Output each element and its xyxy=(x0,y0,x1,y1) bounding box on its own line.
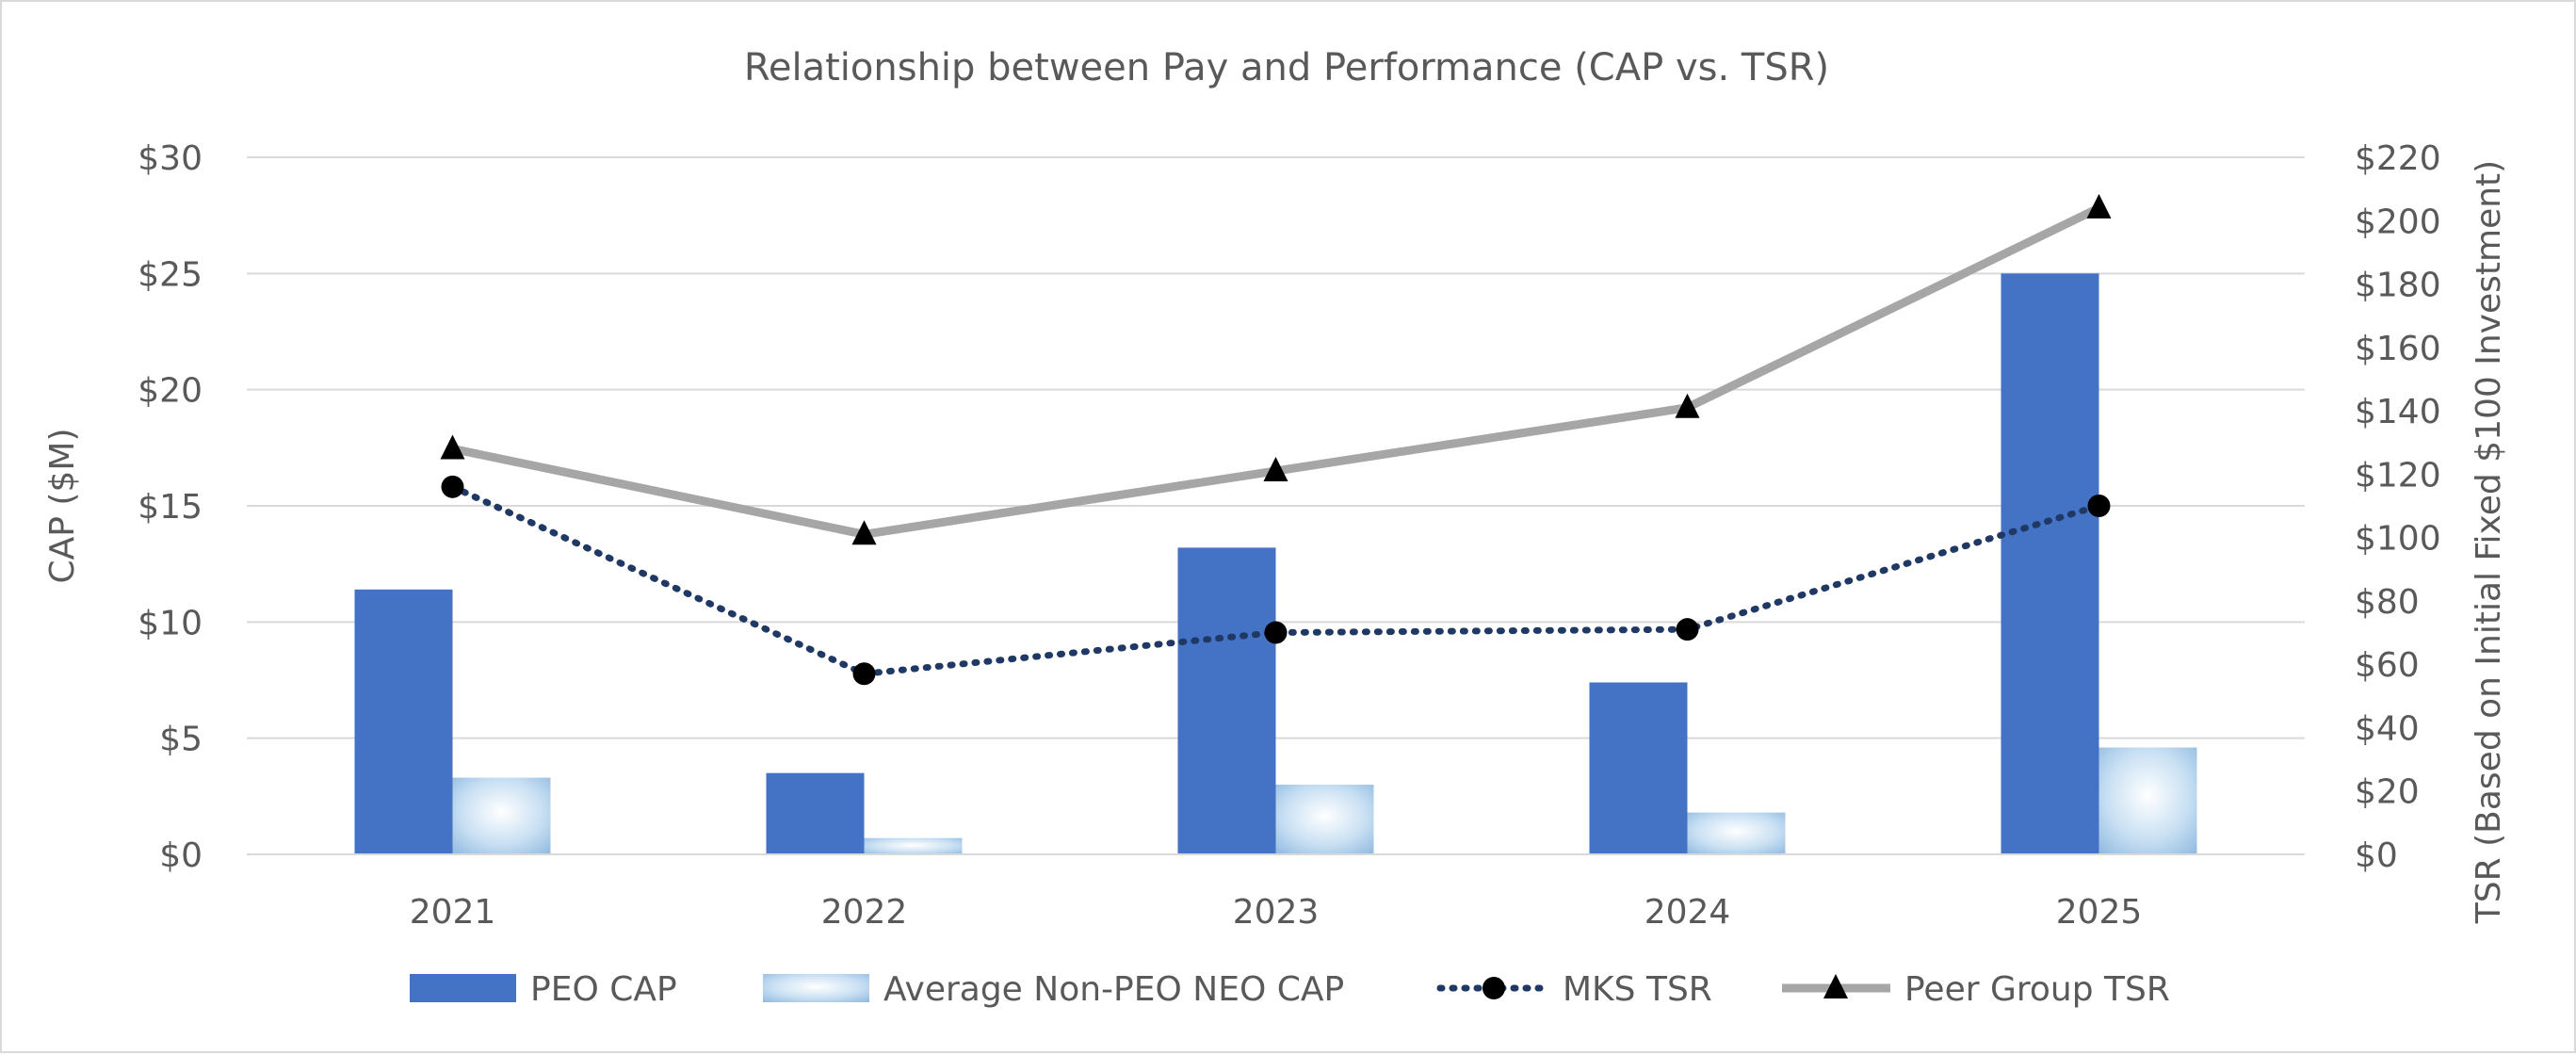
y-tick-label: $25 xyxy=(138,255,203,294)
axes: $0 $5 $10 $15 $20 $25 $30 $0 $20 $40 $60 $80 $100 $12… xyxy=(138,139,2440,932)
legend-neo-cap-label: Average Non-PEO NEO CAP xyxy=(883,970,1344,1009)
peer-group-tsr-line xyxy=(448,203,2103,539)
y-tick-label: $10 xyxy=(138,604,203,642)
peo-cap-bar xyxy=(766,772,865,854)
mks-tsr-marker xyxy=(852,662,876,686)
y-axis-label: CAP ($M) xyxy=(43,429,82,584)
peo-cap-bar xyxy=(2001,273,2099,854)
legend-peo-cap: PEO CAP xyxy=(410,970,677,1009)
y2-tick-label: $40 xyxy=(2355,709,2420,748)
neo-cap-bar xyxy=(2098,747,2197,854)
peer-group-tsr-marker xyxy=(851,520,877,545)
y2-tick-label: $140 xyxy=(2355,393,2441,431)
legend-peer-group-tsr-marker xyxy=(1823,974,1848,998)
mks-tsr-marker xyxy=(441,475,464,498)
peer-group-tsr-marker xyxy=(440,434,465,460)
y2-tick-label: $220 xyxy=(2355,139,2441,178)
y-tick-label: $0 xyxy=(159,836,203,875)
y-tick-label: $15 xyxy=(138,488,203,527)
y-tick-label: $30 xyxy=(138,139,203,178)
legend-peer-group-tsr-label: Peer Group TSR xyxy=(1904,970,2170,1009)
y-tick-label: $5 xyxy=(159,721,203,759)
y2-tick-label: $200 xyxy=(2355,203,2441,241)
y-tick-label: $20 xyxy=(138,372,203,411)
legend-neo-cap: Average Non-PEO NEO CAP xyxy=(763,970,1344,1009)
y2-tick-label: $100 xyxy=(2355,520,2441,559)
y2-tick-label: $160 xyxy=(2355,330,2441,368)
neo-cap-bar xyxy=(452,777,551,854)
legend-mks-tsr-marker xyxy=(1482,977,1505,999)
lines xyxy=(440,193,2112,686)
neo-cap-bar xyxy=(1687,812,1786,854)
legend-mks-tsr-label: MKS TSR xyxy=(1563,970,1712,1009)
peer-group-tsr-marker xyxy=(1675,393,1700,418)
mks-tsr-line xyxy=(449,483,2102,677)
mks-tsr-marker xyxy=(1264,621,1288,644)
legend-peo-cap-label: PEO CAP xyxy=(530,970,677,1009)
y2-tick-label: $180 xyxy=(2355,267,2441,305)
neo-cap-bar xyxy=(1275,785,1374,854)
x-tick-label: 2022 xyxy=(821,893,908,932)
peo-cap-bar xyxy=(1589,682,1688,854)
neo-cap-bar xyxy=(864,837,963,854)
legend-peo-cap-swatch xyxy=(410,974,516,1002)
mks-tsr-marker xyxy=(1676,618,1699,641)
peer-group-tsr-marker xyxy=(2086,193,2112,219)
bars xyxy=(354,273,2197,854)
legend-mks-tsr: MKS TSR xyxy=(1436,970,1712,1009)
x-tick-label: 2025 xyxy=(2056,893,2143,932)
legend-neo-cap-swatch xyxy=(763,974,869,1002)
y2-tick-label: $80 xyxy=(2355,583,2420,622)
y2-axis-label: TSR (Based on Initial Fixed $100 Investm… xyxy=(2470,160,2508,924)
x-tick-label: 2021 xyxy=(410,893,496,932)
y2-tick-label: $20 xyxy=(2355,773,2420,812)
legend-peer-group-tsr: Peer Group TSR xyxy=(1782,970,2170,1009)
peer-group-tsr-marker xyxy=(1263,457,1288,481)
y2-tick-label: $120 xyxy=(2355,456,2441,495)
peo-cap-bar xyxy=(354,589,453,854)
x-tick-label: 2024 xyxy=(1644,893,1731,932)
chart-title: Relationship between Pay and Performance… xyxy=(744,46,1829,89)
y2-tick-label: $0 xyxy=(2355,836,2398,875)
peo-cap-bar xyxy=(1177,547,1276,854)
y2-tick-label: $60 xyxy=(2355,646,2420,685)
legend: PEO CAP Average Non-PEO NEO CAP MKS TSR Pee… xyxy=(410,970,2170,1009)
mks-tsr-marker xyxy=(2087,495,2111,517)
x-tick-label: 2023 xyxy=(1233,893,1320,932)
